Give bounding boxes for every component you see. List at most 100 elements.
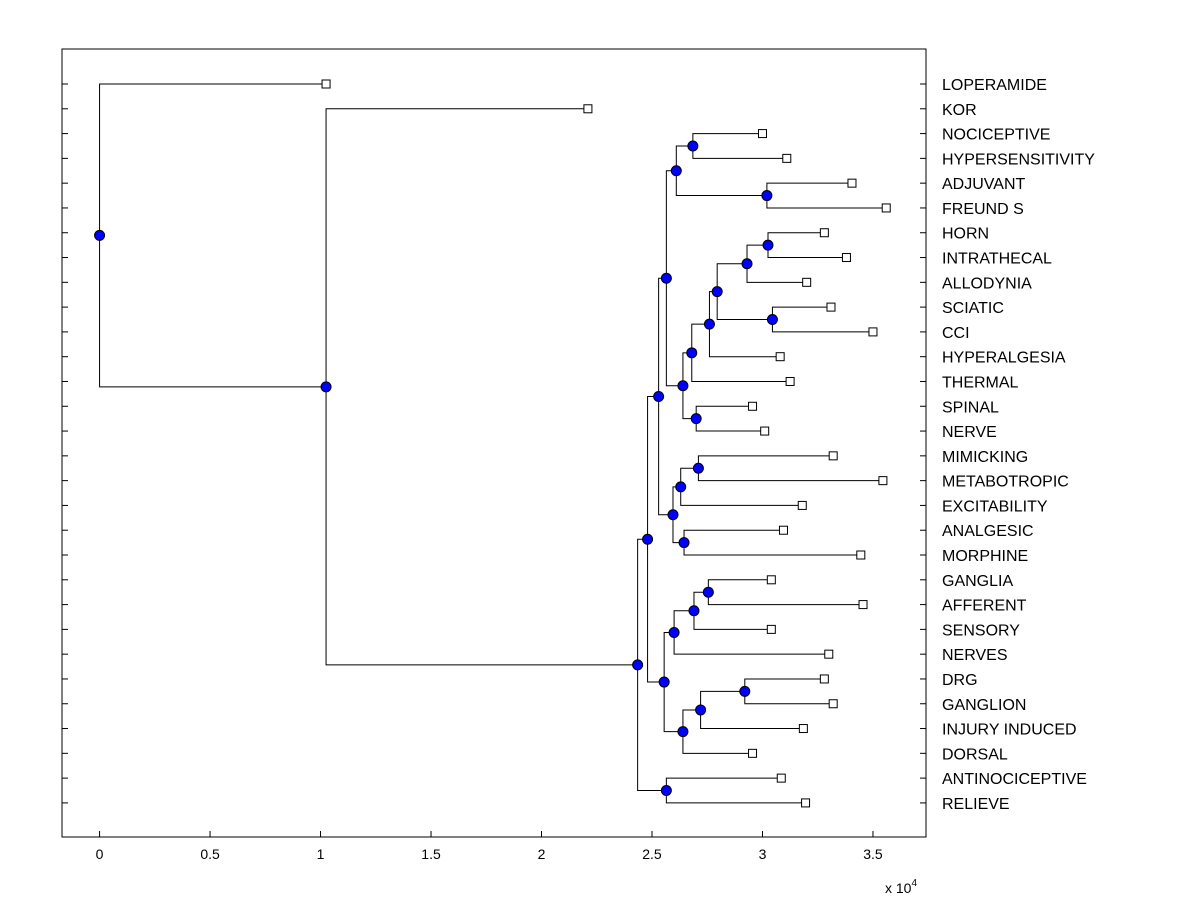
leaf-marker-L18	[778, 525, 788, 535]
merge-node-N18	[702, 586, 714, 598]
merge-node-N23	[677, 726, 689, 738]
merge-node-N8	[703, 318, 715, 330]
leaf-marker-L22	[766, 624, 776, 634]
leaf-label: HYPERALGESIA	[942, 350, 1066, 367]
leaf-marker-L6	[819, 228, 829, 238]
leaf-label: HORN	[942, 226, 989, 243]
leaf-marker-L0	[321, 79, 331, 89]
x-tick-label: 3.5	[863, 846, 883, 862]
leaf-marker-L27	[748, 748, 758, 758]
merge-node-N25	[642, 533, 654, 545]
leaf-label: ANTINOCICEPTIVE	[942, 771, 1087, 788]
leaf-marker-L19	[856, 550, 866, 560]
leaf-label: MIMICKING	[942, 449, 1028, 466]
leaf-label: METABOTROPIC	[942, 474, 1069, 491]
leaf-marker-L9	[826, 302, 836, 312]
leaf-label: SPINAL	[942, 399, 999, 416]
leaf-label: THERMAL	[942, 374, 1019, 391]
leaf-marker-L28	[776, 773, 786, 783]
merge-node-N26	[660, 785, 672, 797]
merge-node-N17	[653, 390, 665, 402]
leaf-label: ADJUVANT	[942, 176, 1025, 193]
leaf-labels: LOPERAMIDE KOR NOCICEPTIVE HYPERSENSITIVITY…	[942, 77, 1095, 813]
axis-ticks	[62, 83, 926, 837]
leaf-marker-L3	[782, 153, 792, 163]
leaf-label: INJURY INDUCED	[942, 722, 1077, 739]
leaf-marker-L16	[878, 476, 888, 486]
merge-node-N21	[739, 685, 751, 697]
merge-node-N16	[667, 509, 679, 521]
merge-node-markers	[94, 140, 778, 797]
leaf-marker-L5	[881, 203, 891, 213]
x-tick-label: 3	[759, 846, 767, 862]
merge-node-N28	[320, 381, 332, 393]
x-tick-label: 0	[96, 846, 104, 862]
merge-node-N27	[632, 659, 644, 671]
leaf-marker-L20	[766, 575, 776, 585]
merge-node-N5	[741, 258, 753, 270]
merge-node-N14	[675, 481, 687, 493]
x-tick-label: 1.5	[421, 846, 441, 862]
merge-node-N15	[678, 537, 690, 549]
leaf-label: DORSAL	[942, 746, 1008, 763]
merge-node-N7	[711, 286, 723, 298]
leaf-label: INTRATHECAL	[942, 251, 1052, 268]
leaf-marker-L1	[583, 104, 593, 114]
leaf-marker-L26	[798, 724, 808, 734]
leaf-label: CCI	[942, 325, 970, 342]
merge-node-N29	[94, 229, 106, 241]
leaf-marker-L25	[828, 699, 838, 709]
merge-node-N9	[686, 347, 698, 359]
leaf-marker-L10	[868, 327, 878, 337]
leaf-label: ALLODYNIA	[942, 275, 1032, 292]
leaf-marker-L7	[841, 253, 851, 263]
leaf-label: RELIEVE	[942, 796, 1010, 813]
leaf-label: NERVES	[942, 647, 1008, 664]
leaf-label: DRG	[942, 672, 978, 689]
leaf-marker-L8	[802, 277, 812, 287]
leaf-label: AFFERENT	[942, 598, 1027, 615]
leaf-marker-L17	[797, 500, 807, 510]
leaf-label: HYPERSENSITIVITY	[942, 151, 1095, 168]
leaf-label: NOCICEPTIVE	[942, 127, 1050, 144]
leaf-label: GANGLION	[942, 697, 1026, 714]
merge-node-N11	[677, 380, 689, 392]
merge-node-N20	[668, 626, 680, 638]
merge-node-N12	[660, 272, 672, 284]
leaf-marker-L2	[757, 129, 767, 139]
leaf-label: LOPERAMIDE	[942, 77, 1047, 94]
leaf-markers	[321, 79, 891, 808]
leaf-marker-L12	[785, 376, 795, 386]
leaf-label: KOR	[942, 102, 977, 119]
merge-node-N3	[670, 165, 682, 177]
x-tick-labels: 0 0.5 1 1.5 2 2.5 3 3.5	[96, 846, 883, 862]
merge-node-N6	[766, 314, 778, 326]
merge-node-N13	[692, 462, 704, 474]
leaf-marker-L23	[824, 649, 834, 659]
leaf-marker-L14	[760, 426, 770, 436]
leaf-marker-L15	[828, 451, 838, 461]
leaf-marker-L4	[847, 178, 857, 188]
merge-node-N22	[695, 704, 707, 716]
merge-node-N24	[658, 676, 670, 688]
merge-node-N10	[690, 413, 702, 425]
leaf-label: SCIATIC	[942, 300, 1004, 317]
x-tick-label: 2	[538, 846, 546, 862]
leaf-label: ANALGESIC	[942, 523, 1034, 540]
plot-area-frame	[61, 48, 927, 838]
x-tick-label: 2.5	[642, 846, 662, 862]
leaf-marker-L11	[775, 352, 785, 362]
merge-node-N1	[687, 140, 699, 152]
leaf-marker-L21	[858, 600, 868, 610]
merge-node-N2	[761, 190, 773, 202]
x-axis-multiplier: x 104	[885, 878, 917, 896]
leaf-label: EXCITABILITY	[942, 498, 1048, 515]
merge-node-N4	[762, 239, 774, 251]
leaf-label: GANGLIA	[942, 573, 1013, 590]
leaf-label: FREUND S	[942, 201, 1024, 218]
leaf-label: NERVE	[942, 424, 997, 441]
leaf-marker-L13	[748, 401, 758, 411]
leaf-marker-L29	[801, 798, 811, 808]
merge-node-N19	[688, 605, 700, 617]
